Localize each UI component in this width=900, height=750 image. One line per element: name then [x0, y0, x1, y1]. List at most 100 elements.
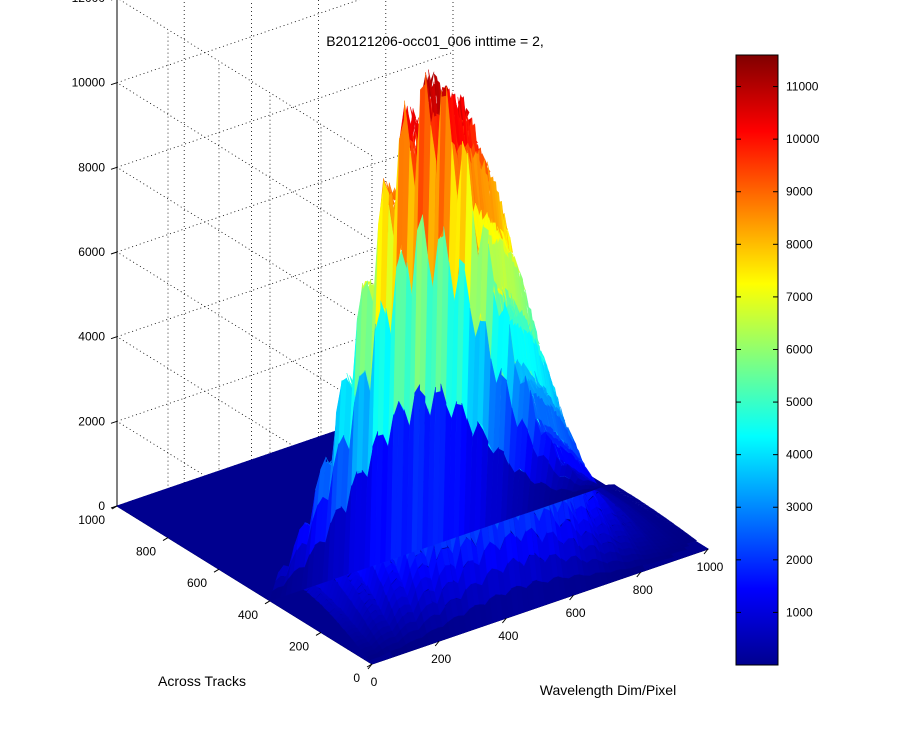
z-tick-label: 10000	[72, 76, 106, 90]
y-tick-label: 600	[187, 576, 207, 590]
surface-patch	[611, 512, 620, 523]
surface-patch	[467, 150, 476, 217]
chart-title: B20121206-occ01_006 inttime = 2,	[326, 33, 544, 49]
y-tick-label: 400	[238, 608, 258, 622]
y-tick-mark	[264, 600, 271, 605]
surface-patch	[397, 616, 406, 631]
surface-plot	[269, 69, 698, 661]
colorbar-tick-label: 4000	[786, 448, 813, 462]
surface-patch	[509, 318, 518, 364]
surface-patch	[614, 540, 624, 550]
z-tick-mark	[110, 336, 118, 340]
surface-patch	[593, 529, 603, 546]
z-tick-label: 4000	[78, 330, 105, 344]
x-tick-label: 400	[498, 629, 518, 643]
x-tick-mark	[636, 571, 642, 578]
colorbar-tick-label: 7000	[786, 290, 813, 304]
surface-patch	[554, 518, 564, 544]
surface-patch	[647, 530, 657, 535]
surface-patch	[605, 495, 615, 499]
z-tick-label: 12000	[72, 0, 106, 5]
z-tick-mark	[110, 166, 118, 170]
surface-patch	[369, 597, 379, 606]
surface-patch	[564, 426, 573, 453]
surface-patch	[577, 472, 587, 480]
z-tick-mark	[110, 82, 118, 86]
x-tick-mark	[434, 640, 440, 647]
surface-patch	[550, 404, 559, 435]
surface-patch	[345, 581, 354, 597]
surface-patch	[616, 515, 625, 523]
colorbar-tick-label: 9000	[786, 185, 813, 199]
y-tick-label: 800	[136, 545, 156, 559]
surface-patch	[580, 531, 590, 550]
surface-patch	[349, 317, 358, 449]
colorbar-tick-label: 10000	[786, 132, 820, 146]
z-tick-label: 6000	[78, 245, 105, 259]
z-tick-label: 0	[98, 499, 105, 513]
surface-patch	[493, 238, 503, 293]
surface-patch	[531, 527, 540, 559]
surface-patch	[353, 593, 363, 610]
surface-patch	[475, 153, 485, 221]
y-tick-mark	[213, 568, 220, 573]
grid-line-z	[116, 0, 373, 242]
colorbar-tick-label: 5000	[786, 395, 813, 409]
surface-patch	[533, 392, 542, 425]
surface-patch	[612, 494, 622, 497]
surface-patch	[496, 238, 506, 296]
surface-patch	[568, 537, 577, 557]
surface-patch	[325, 598, 335, 603]
surface-patch	[304, 522, 313, 568]
surface-patch	[499, 238, 509, 294]
y-tick-mark	[366, 663, 373, 668]
surface-patch	[560, 440, 569, 454]
surface-patch	[402, 613, 412, 625]
surface-patch	[323, 602, 333, 611]
surface-patch	[563, 443, 572, 456]
surface-patch	[347, 585, 357, 601]
surface-patch	[485, 243, 495, 356]
colorbar-tick-label: 11000	[786, 80, 819, 94]
grid-line-z	[116, 136, 454, 411]
surface-patch	[518, 311, 527, 332]
x-tick-label: 600	[566, 606, 586, 620]
surface-patch	[622, 535, 632, 544]
surface-patch	[487, 161, 496, 230]
surface-patch	[595, 505, 605, 520]
surface-patch	[422, 562, 432, 579]
z-tick-label: 2000	[78, 414, 105, 428]
x-tick-label: 0	[371, 675, 378, 689]
surface-patch	[454, 549, 464, 584]
y-tick-mark	[162, 537, 169, 542]
x-tick-label: 800	[633, 583, 653, 597]
surface-patch	[618, 519, 628, 528]
colorbar-tick-label: 8000	[786, 237, 813, 251]
colorbar-gradient	[735, 54, 779, 666]
y-tick-mark	[111, 505, 118, 510]
surface-patch	[619, 529, 629, 538]
surface-patch	[589, 545, 598, 560]
surface-patch	[428, 546, 437, 581]
surface-patch	[488, 222, 498, 243]
surface-patch	[385, 583, 395, 602]
x-tick-mark	[502, 617, 507, 624]
grid-line-z	[116, 221, 454, 496]
x-tick-mark	[703, 548, 709, 555]
colorbar-tick-label: 2000	[786, 553, 813, 567]
surface-patch	[451, 93, 461, 151]
surface-patch	[500, 228, 509, 253]
y-tick-label: 1000	[78, 513, 105, 527]
surface-patch	[526, 331, 535, 378]
surface-patch	[362, 609, 371, 622]
surface-patch	[603, 484, 612, 487]
x-tick-label: 200	[431, 652, 451, 666]
surface-patch	[534, 340, 544, 390]
tick-labels: 0200040006000800010000120000200400600800…	[72, 0, 724, 689]
y-tick-mark	[315, 631, 322, 636]
colorbar-tick-label: 6000	[786, 342, 813, 356]
surface-patch	[571, 449, 580, 465]
surface-patch	[472, 203, 481, 255]
surface-patch	[470, 538, 480, 566]
